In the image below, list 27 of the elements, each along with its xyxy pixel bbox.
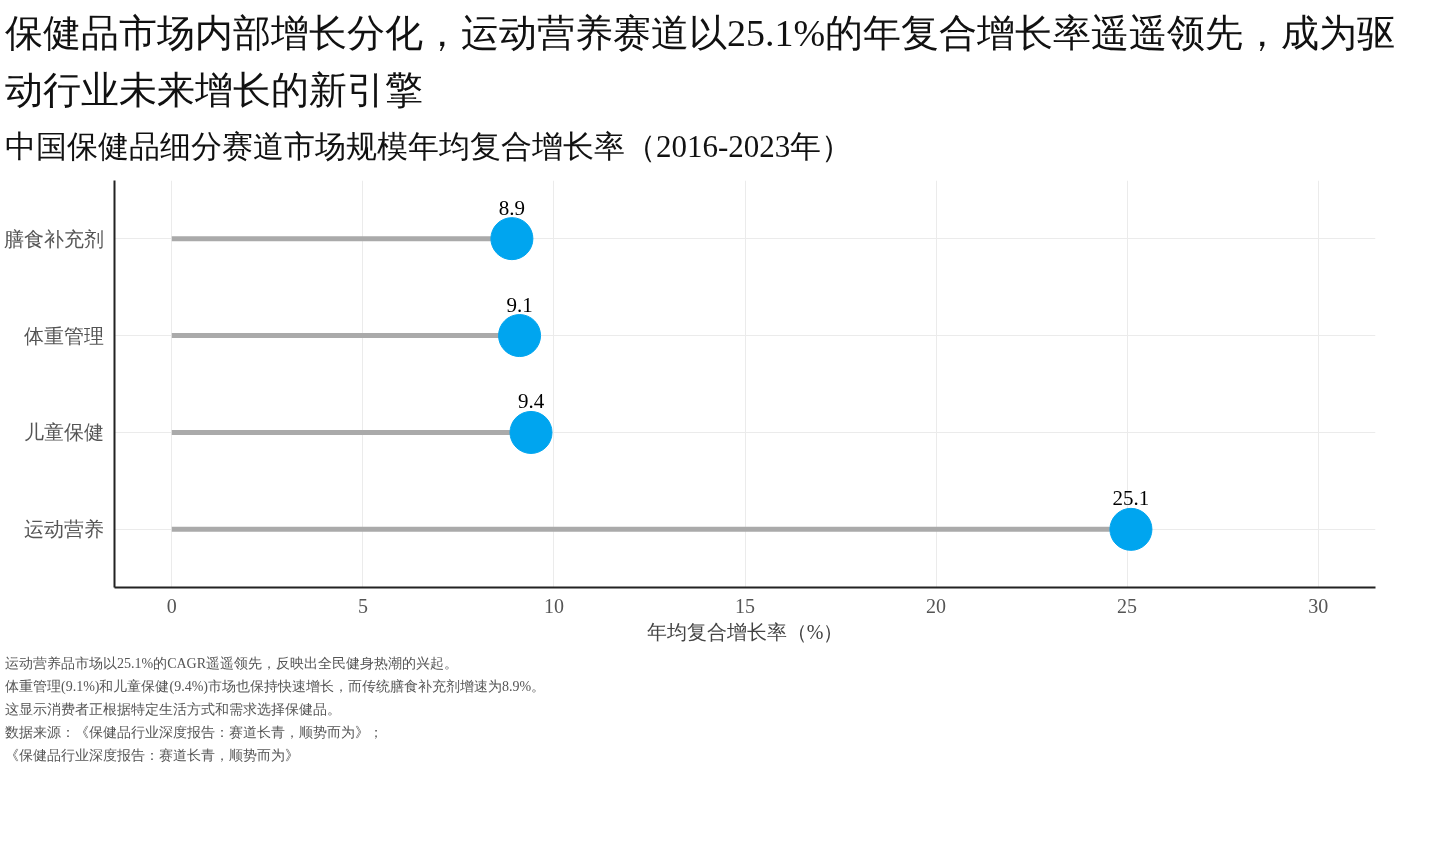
point [509,410,553,454]
text: 运动营养品市场以25.1%的CAGR遥遥领先，反映出全民健身热潮的兴起。 [5,655,459,671]
point [1109,507,1153,551]
y-tick-label: 体重管理 [23,324,104,347]
text: 体重管理(9.1%)和儿童保健(9.4%)市场也保持快速增长，而传统膳食补充剂增速为8.9%。 [5,678,546,694]
data-label: 25.1 [1112,486,1150,511]
point [490,217,534,260]
x-tick-label: 10 [543,594,564,617]
chart-subtitle: 中国保健品细分赛道市场规模年均复合增长率（2016-2023年） [5,128,853,166]
data-label: 8.9 [498,195,526,220]
point [498,313,542,357]
x-tick-label: 25 [1117,594,1138,617]
text: 《保健品行业深度报告：赛道长青，顺势而为》 [5,748,299,764]
data-label: 9.1 [506,292,533,317]
y-tick-label: 膳食补充剂 [3,227,104,250]
y-tick-label: 运动营养 [23,518,104,541]
x-tick-label: 0 [166,594,177,617]
x-axis-title: 年均复合增长率（%） [646,620,844,643]
x-tick-label: 5 [357,594,368,617]
data-label: 9.4 [517,389,545,414]
chart-title: 保健品市场内部增长分化，运动营养赛道以25.1%的年复合增长率遥遥领先，成为驱动行业未来增长的新引擎 [5,11,1397,113]
text: 这显示消费者正根据特定生活方式和需求选择保健品。 [5,702,341,718]
x-tick-label: 15 [735,594,755,617]
y-tick-label: 儿童保健 [23,421,104,444]
x-tick-label: 20 [926,594,947,617]
x-tick-label: 30 [1308,594,1329,617]
source-note: 数据来源：《保健品行业深度报告：赛道长青，顺势而为》； [5,725,383,741]
